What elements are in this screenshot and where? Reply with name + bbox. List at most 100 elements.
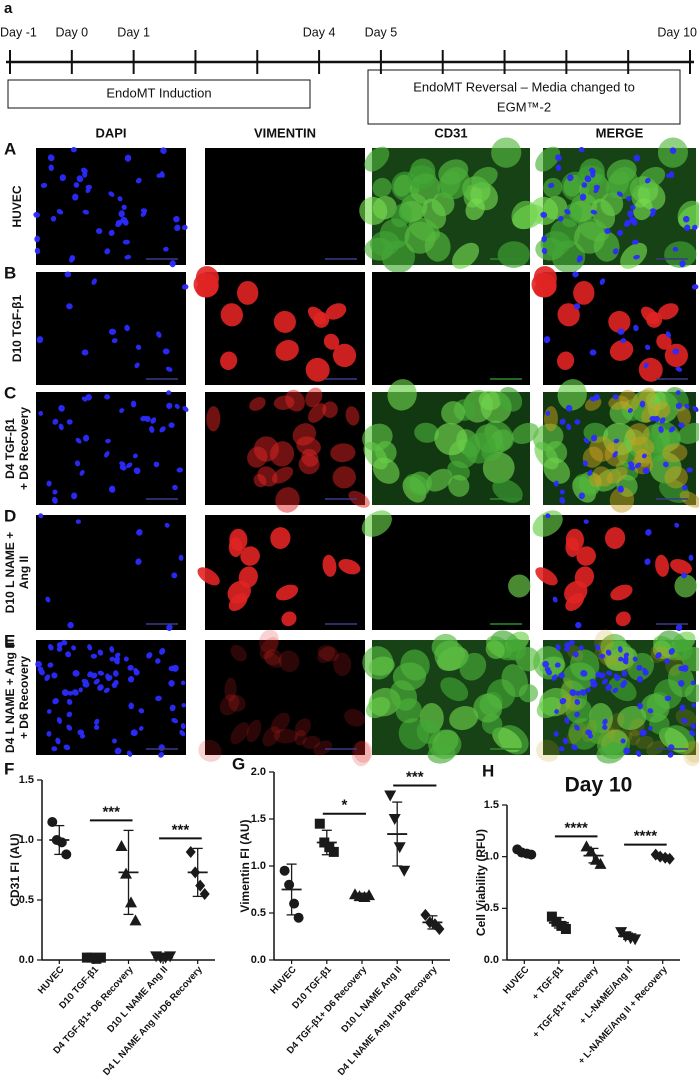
- nucleus: [579, 193, 587, 201]
- nucleus: [67, 690, 74, 696]
- nucleus: [545, 669, 553, 676]
- x-tick-label: D10 L NAME Ang II: [339, 964, 404, 1035]
- cell: [317, 645, 339, 662]
- row-label: + D6 Recovery: [17, 407, 31, 490]
- nucleus: [574, 419, 581, 425]
- nucleus: [616, 191, 623, 197]
- nucleus: [559, 698, 567, 705]
- nucleus: [559, 489, 565, 495]
- nucleus: [72, 689, 79, 696]
- nucleus: [51, 496, 58, 504]
- nucleus: [578, 146, 585, 153]
- nucleus: [168, 680, 175, 687]
- nucleus: [578, 492, 585, 500]
- cell: [532, 423, 564, 452]
- nucleus: [51, 746, 58, 752]
- nucleus: [643, 362, 649, 369]
- cell: [307, 306, 326, 325]
- nucleus: [562, 737, 568, 745]
- nucleus: [692, 224, 698, 231]
- cell: [677, 406, 691, 426]
- cell: [259, 629, 279, 653]
- y-tick-label: 1.5: [251, 813, 266, 825]
- nucleus: [90, 653, 98, 659]
- cell: [364, 146, 390, 172]
- cell: [240, 546, 260, 566]
- nucleus: [181, 284, 189, 290]
- nucleus: [681, 572, 688, 579]
- nucleus: [590, 209, 598, 215]
- nucleus: [604, 228, 611, 235]
- nucleus: [658, 426, 664, 433]
- nucleus: [178, 554, 184, 561]
- cell: [198, 739, 222, 762]
- nucleus: [144, 415, 151, 423]
- cell: [195, 279, 219, 298]
- nucleus: [132, 453, 138, 459]
- nucleus: [580, 670, 588, 677]
- cell: [608, 728, 633, 744]
- nucleus: [115, 221, 122, 228]
- nucleus: [172, 664, 179, 672]
- nucleus: [688, 554, 694, 561]
- data-point: [594, 857, 607, 869]
- cell: [557, 379, 587, 411]
- nucleus: [540, 211, 548, 218]
- cell: [564, 580, 588, 604]
- day-label: Day 5: [365, 25, 398, 39]
- nucleus: [79, 469, 85, 476]
- nucleus: [558, 672, 565, 679]
- nucleus: [109, 646, 115, 653]
- cell: [449, 705, 479, 731]
- nucleus: [81, 678, 89, 684]
- nucleus: [623, 747, 631, 755]
- cell: [654, 401, 671, 418]
- panel-letter: F: [4, 759, 14, 778]
- nucleus: [123, 656, 129, 662]
- nucleus: [115, 652, 121, 658]
- nucleus: [124, 324, 130, 332]
- cell: [398, 717, 430, 750]
- cell: [264, 649, 282, 666]
- cell: [294, 729, 307, 746]
- induction-box: [7, 79, 311, 109]
- y-tick-label: 0.5: [19, 894, 34, 906]
- nucleus: [36, 336, 44, 344]
- panel-letter: G: [232, 754, 245, 773]
- cell: [270, 527, 291, 549]
- nucleus: [104, 394, 111, 400]
- nucleus: [82, 171, 88, 178]
- nucleus: [117, 196, 123, 202]
- cell: [220, 351, 238, 371]
- cell: [431, 633, 459, 659]
- nucleus: [135, 344, 142, 350]
- y-tick-label: 1.0: [19, 834, 34, 846]
- nucleus: [684, 224, 691, 232]
- nucleus: [34, 235, 40, 243]
- nucleus: [602, 724, 608, 731]
- nucleus: [81, 349, 89, 356]
- nucleus: [81, 396, 88, 402]
- data-point: [61, 849, 72, 860]
- nucleus: [153, 461, 160, 468]
- nucleus: [135, 177, 142, 184]
- nucleus: [166, 624, 173, 631]
- reversal-label: EndoMT Reversal – Media changed to: [413, 79, 635, 94]
- nucleus: [71, 645, 77, 651]
- nucleus: [637, 702, 643, 710]
- nucleus: [168, 422, 175, 428]
- nucleus: [548, 182, 555, 189]
- nucleus: [583, 437, 590, 444]
- nucleus: [622, 679, 628, 686]
- cell: [561, 677, 574, 702]
- nucleus: [581, 182, 588, 188]
- cell: [640, 693, 670, 723]
- cell: [566, 722, 586, 745]
- cell: [230, 722, 249, 745]
- data-point: [328, 846, 339, 857]
- nucleus: [150, 417, 157, 424]
- reversal-label: EGM™-2: [497, 99, 551, 114]
- cell: [620, 242, 648, 269]
- cell: [372, 177, 392, 198]
